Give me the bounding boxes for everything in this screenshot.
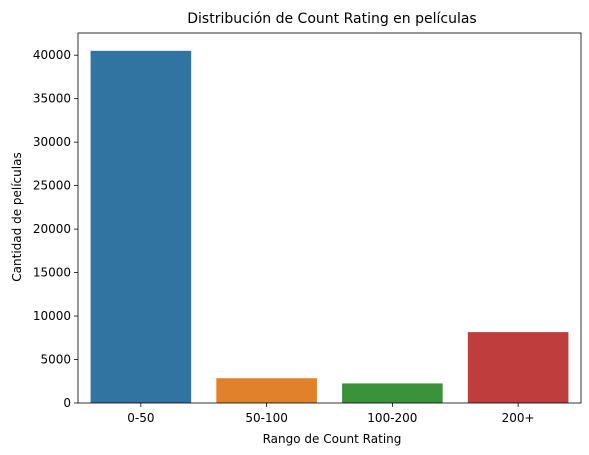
bars-group [90,50,569,404]
bar-100-200 [342,383,443,403]
x-axis-label: Rango de Count Rating [263,432,402,446]
x-tick-label: 100-200 [367,411,417,425]
y-axis-label: Cantidad de películas [10,152,24,281]
x-tick-label: 200+ [502,411,535,425]
y-tick-label: 20000 [33,222,71,236]
y-tick-label: 30000 [33,135,71,149]
plot-frame [77,32,582,404]
bar-50-100 [216,378,317,403]
bar-200+ [467,332,569,403]
y-axis-ticks: 0 5000 10000 15000 20000 25000 30000 35000 40000 [33,48,78,410]
y-tick-label: 5000 [40,353,71,367]
x-tick-label: 0-50 [127,411,154,425]
y-tick-label: 25000 [33,179,71,193]
y-tick-label: 40000 [33,48,71,62]
x-axis-ticks: 0-50 50-100 100-200 200+ [127,403,535,425]
chart-title: Distribución de Count Rating en película… [187,11,476,27]
y-tick-label: 15000 [33,266,71,280]
y-tick-label: 35000 [33,92,71,106]
x-tick-label: 50-100 [245,411,288,425]
y-tick-label: 0 [63,396,71,410]
y-tick-label: 10000 [33,309,71,323]
bar-0-50 [90,50,192,404]
